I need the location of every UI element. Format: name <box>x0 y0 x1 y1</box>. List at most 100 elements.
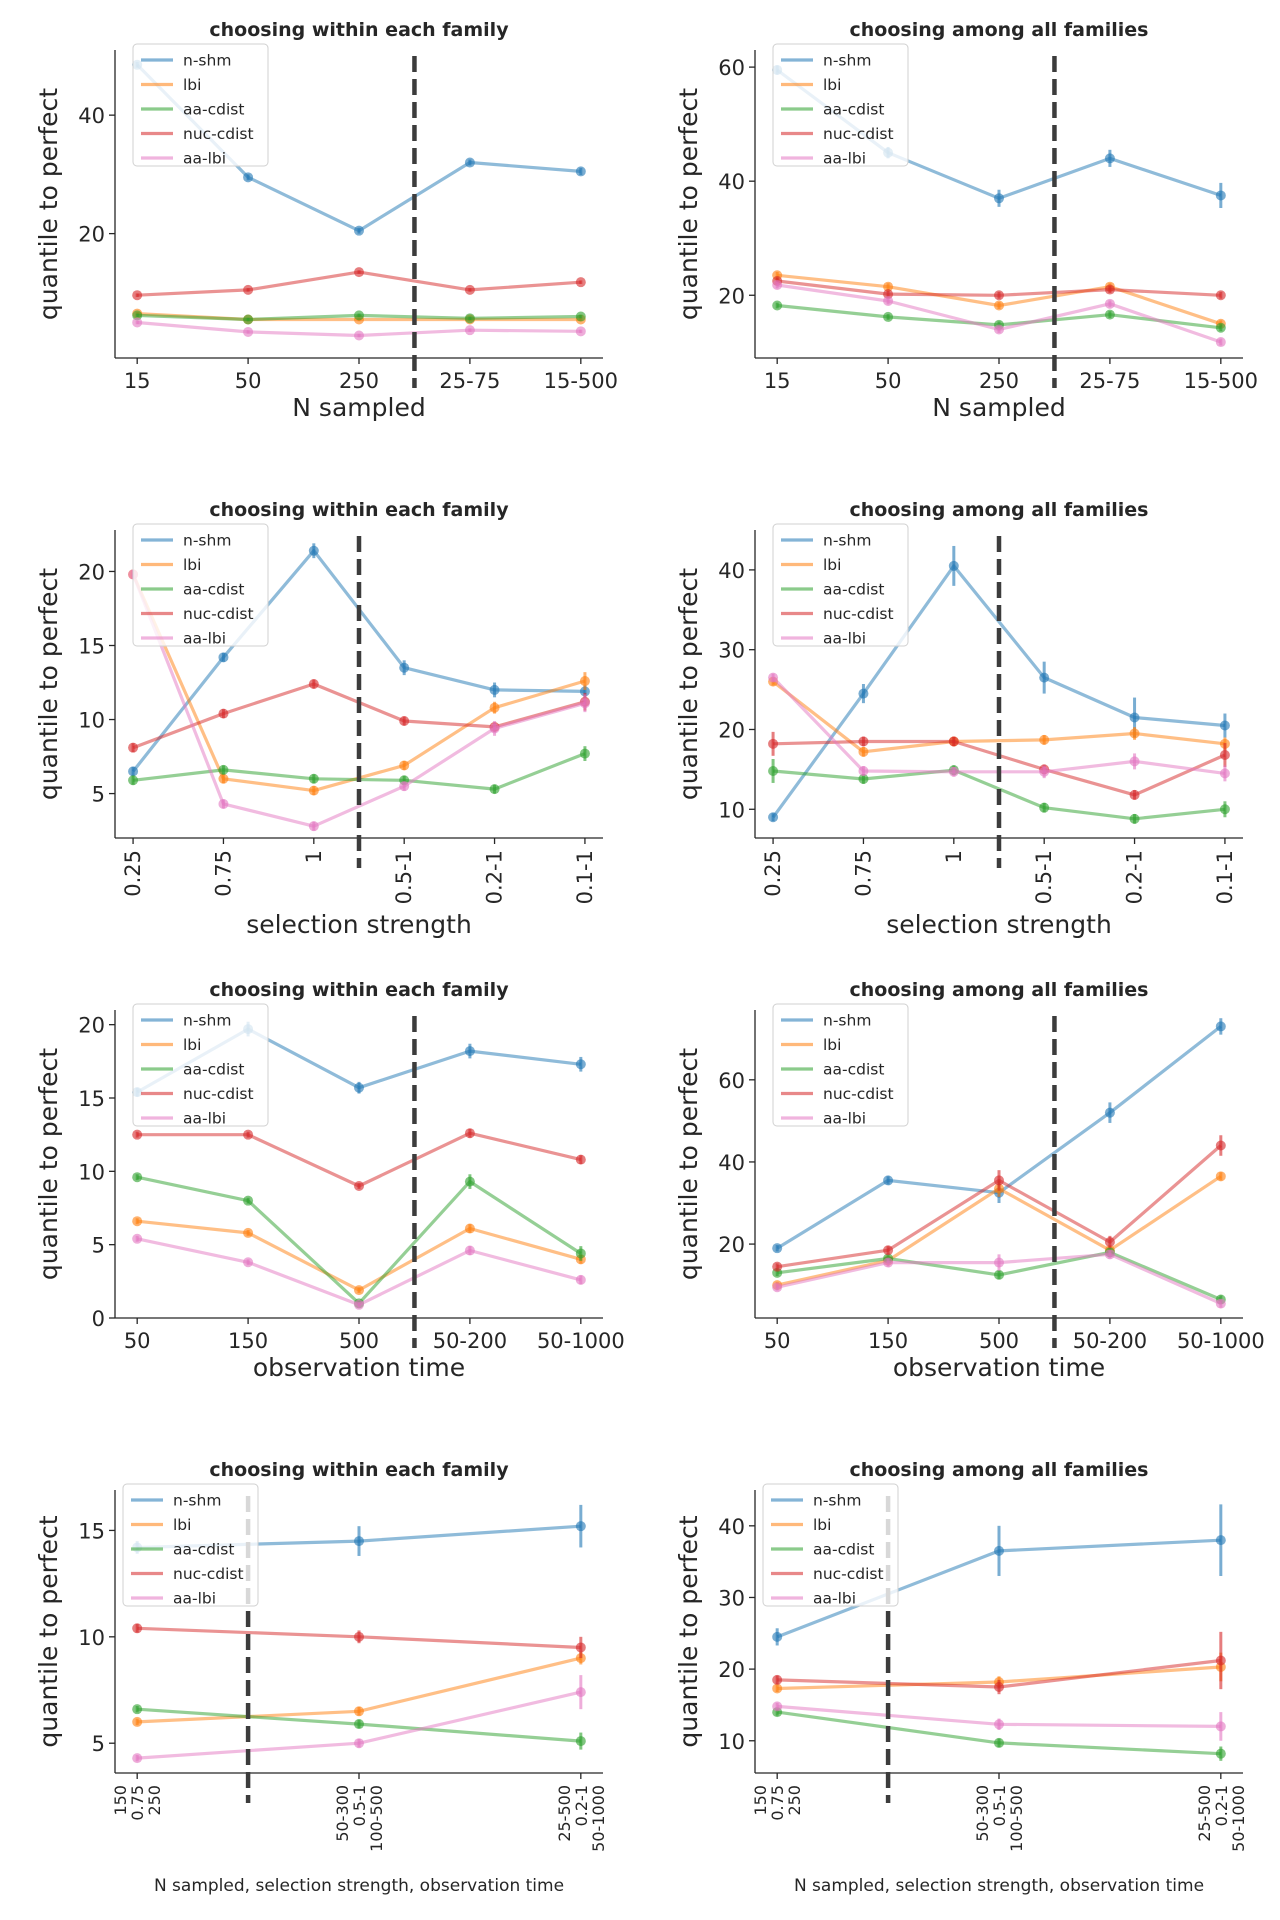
data-point <box>579 748 590 759</box>
data-point <box>994 193 1004 204</box>
y-tick-label: 20 <box>78 560 105 584</box>
y-tick-label: 20 <box>78 223 105 247</box>
data-point <box>1129 728 1140 739</box>
x-axis-label: selection strength <box>246 910 472 939</box>
data-point <box>1129 813 1140 824</box>
series-aa-lbi <box>132 1675 586 1764</box>
data-point <box>132 1716 143 1727</box>
data-point <box>1215 1140 1226 1151</box>
x-tick-label: 0.25 <box>121 850 145 897</box>
data-point <box>575 311 586 322</box>
panel-title: choosing among all families <box>850 499 1149 521</box>
data-point <box>1104 1249 1115 1260</box>
data-point <box>132 1172 143 1183</box>
data-point <box>858 688 869 699</box>
data-point <box>994 1257 1004 1268</box>
x-tick-label: 50 <box>875 369 902 393</box>
legend-label: n-shm <box>173 1492 221 1510</box>
data-point <box>489 684 500 695</box>
panel-title: choosing within each family <box>209 1459 509 1481</box>
data-point <box>994 1682 1004 1693</box>
series-lbi <box>132 1651 586 1727</box>
data-point <box>1219 804 1230 815</box>
data-point <box>858 736 869 747</box>
data-point <box>489 784 500 795</box>
data-point <box>399 662 410 673</box>
legend-label: n-shm <box>183 52 231 70</box>
panel-5: choosing within each family 0 5 10 15 20 50 150… <box>34 979 625 1382</box>
legend-label: n-shm <box>183 532 231 550</box>
legend-label: lbi <box>183 1036 201 1054</box>
data-point <box>1219 768 1230 779</box>
legend-label: n-shm <box>813 1492 861 1510</box>
data-point <box>1129 712 1140 723</box>
data-point <box>1215 1748 1226 1759</box>
data-point <box>1039 734 1050 745</box>
data-point <box>399 760 410 771</box>
y-tick-label: 20 <box>718 284 745 308</box>
legend-box <box>132 523 269 647</box>
legend-box <box>122 1483 259 1607</box>
x-tick-label: 0.75 <box>211 850 235 897</box>
data-point <box>994 1737 1004 1748</box>
data-point <box>218 652 229 663</box>
data-point <box>1215 337 1226 348</box>
legend: n-shm lbi aa-cdist nuc-cdist aa-lbi <box>132 1003 269 1128</box>
data-point <box>579 698 590 709</box>
x-axis-label: observation time <box>893 1353 1105 1382</box>
data-point <box>354 1536 364 1547</box>
data-point <box>1104 298 1115 309</box>
x-tick-label: 50 <box>124 1329 151 1353</box>
legend-label: aa-cdist <box>183 101 244 119</box>
y-tick-label: 20 <box>718 718 745 742</box>
data-point <box>575 326 586 337</box>
data-point <box>575 1687 586 1698</box>
data-point <box>489 702 500 713</box>
x-tick-label: 25-75 <box>1079 369 1140 393</box>
data-point <box>1215 1298 1226 1309</box>
series-line <box>771 564 1226 819</box>
y-tick-label: 15 <box>78 635 105 659</box>
x-axis-label: N sampled <box>292 393 425 422</box>
legend-label: n-shm <box>823 532 871 550</box>
legend-label: aa-lbi <box>823 1110 866 1128</box>
legend-label: lbi <box>823 1036 841 1054</box>
y-tick-label: 0 <box>92 1307 105 1331</box>
legend: n-shm lbi aa-cdist nuc-cdist aa-lbi <box>772 43 909 168</box>
legend-box <box>762 1483 899 1607</box>
y-tick-label: 30 <box>718 639 745 663</box>
data-point <box>464 1223 475 1234</box>
data-point <box>243 1129 254 1140</box>
data-point <box>1104 153 1115 164</box>
series-nuc-cdist <box>132 267 586 301</box>
x-tick-label: 0.75 <box>851 850 875 897</box>
y-axis-label: quantile to perfect <box>34 1048 63 1280</box>
data-point <box>132 317 143 328</box>
x-tick-label: 15 <box>764 369 791 393</box>
legend-label: n-shm <box>823 1012 871 1030</box>
series-nuc-cdist <box>772 276 1226 301</box>
legend: n-shm lbi aa-cdist nuc-cdist aa-lbi <box>132 523 269 648</box>
y-tick-label: 20 <box>78 1014 105 1038</box>
series-nuc-cdist <box>772 1135 1226 1272</box>
x-tick-label: 50 <box>764 1329 791 1353</box>
data-point <box>768 765 779 776</box>
legend-label: aa-lbi <box>173 1590 216 1608</box>
legend-label: lbi <box>173 1516 191 1534</box>
legend-label: aa-cdist <box>183 581 244 599</box>
legend-label: lbi <box>813 1516 831 1534</box>
data-point <box>218 764 229 775</box>
data-point <box>308 679 319 689</box>
series-line <box>772 680 1226 754</box>
x-tick-label: 1 <box>942 850 966 863</box>
series-line <box>137 1219 582 1292</box>
data-point <box>883 281 894 292</box>
data-point <box>464 1245 475 1256</box>
y-tick-label: 60 <box>718 1069 745 1093</box>
legend-label: nuc-cdist <box>173 1565 244 1583</box>
data-point <box>772 1282 783 1293</box>
data-point <box>128 775 139 786</box>
x-tick-label: 150 <box>868 1329 908 1353</box>
legend-label: nuc-cdist <box>823 1085 894 1103</box>
data-point <box>772 1631 783 1642</box>
